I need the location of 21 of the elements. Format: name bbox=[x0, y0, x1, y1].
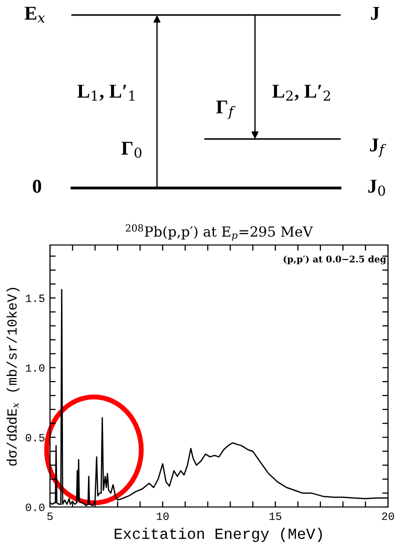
text: J$_{f}$ bbox=[370, 138, 386, 158]
x-axis-title: Excitation Energy (MeV) bbox=[114, 528, 322, 542]
text: J$_{0}$ bbox=[368, 180, 386, 196]
text: Γ$_{0}$ bbox=[121, 142, 142, 158]
x-tick-label: 10 bbox=[156, 512, 169, 520]
text: Γ$_{f}$ bbox=[216, 100, 236, 120]
text: 0 bbox=[32, 180, 42, 193]
text: E$_{x}$ bbox=[24, 6, 45, 23]
y-tick-label: 1.0 bbox=[26, 364, 44, 372]
y-tick-label: 0.0 bbox=[26, 504, 44, 512]
y-tick-label: 0.5 bbox=[26, 434, 44, 442]
annotation: (p,p′) at 0.0−2.5 deg bbox=[284, 255, 386, 264]
x-tick-label: 5 bbox=[47, 512, 53, 520]
chart-title: $^{208}$Pb(p,p′) at E$_{p}$=295 MeV bbox=[126, 224, 314, 241]
x-tick-label: 15 bbox=[269, 512, 282, 520]
y-tick-label: 1.5 bbox=[26, 294, 44, 302]
text: L$_{2}$, L′$_{2}$ bbox=[272, 84, 330, 101]
x-tick-label: 20 bbox=[382, 512, 394, 520]
y-axis-title: dσ/dΩdE$_{x}$ (mb/sr/10keV) bbox=[6, 288, 20, 466]
text: L$_{1}$, L′$_{1}$ bbox=[77, 84, 134, 101]
text: J bbox=[371, 6, 380, 20]
